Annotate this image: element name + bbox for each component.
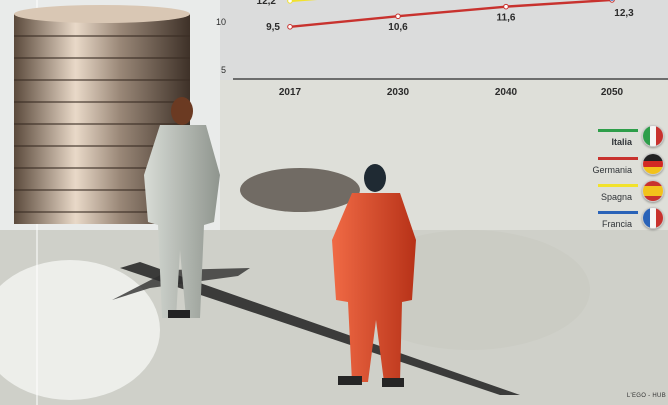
legend-item: Germania <box>588 153 668 177</box>
legend-label: Germania <box>592 165 632 175</box>
grey-businessman-figure <box>144 97 220 318</box>
series-line-germania <box>289 0 613 28</box>
legend-label: Italia <box>611 137 632 147</box>
legend-swatch <box>598 129 638 132</box>
flag-germany-icon <box>642 153 664 175</box>
data-label: 10,6 <box>388 22 408 33</box>
series-line-spagna <box>289 0 318 3</box>
y-tick-label: 5 <box>221 65 226 75</box>
data-label: 11,6 <box>497 13 516 24</box>
floor-line <box>120 262 520 395</box>
legend-item: Francia <box>588 207 668 231</box>
x-tick-label: 2050 <box>601 87 624 98</box>
legend-item: Italia <box>588 125 668 149</box>
y-tick-label: 10 <box>216 17 226 27</box>
legend-label: Francia <box>601 219 632 229</box>
legend-swatch <box>598 184 638 187</box>
data-point-germania <box>503 3 509 10</box>
data-point-germania <box>287 24 293 30</box>
legend-item: Spagna <box>588 180 668 204</box>
data-point-germania <box>609 0 615 3</box>
x-tick-label: 2040 <box>495 87 518 98</box>
flag-france-icon <box>642 207 664 229</box>
x-tick-label: 2017 <box>279 87 302 98</box>
red-businessman-figure <box>332 164 416 387</box>
legend-label: Spagna <box>600 192 632 202</box>
data-label: 12,2 <box>257 0 277 7</box>
data-label: 12,3 <box>614 8 634 19</box>
flag-spain-icon <box>642 180 664 202</box>
legend-swatch <box>598 157 638 160</box>
legend-swatch <box>598 211 638 214</box>
data-point-germania <box>395 13 401 20</box>
data-label: 9,5 <box>266 22 280 33</box>
credit-label: L'EGO - HUB <box>626 393 666 399</box>
x-tick-label: 2030 <box>387 87 410 98</box>
data-point-spagna <box>287 0 293 4</box>
flag-italy-icon <box>642 125 664 147</box>
